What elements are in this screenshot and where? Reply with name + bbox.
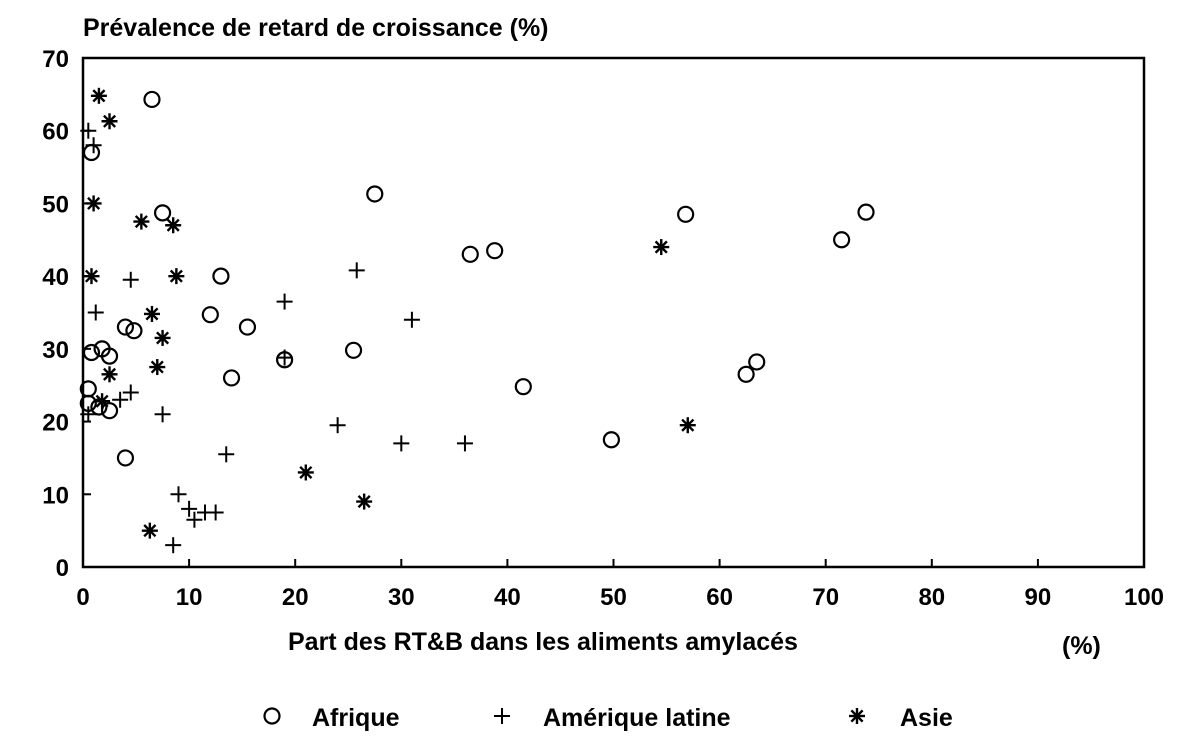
legend-marker xyxy=(494,708,510,724)
legend-marker xyxy=(849,708,865,724)
afrique-point xyxy=(857,203,875,221)
asie-point xyxy=(143,305,160,322)
x-tick-label: 40 xyxy=(494,584,521,611)
afrique-point xyxy=(222,369,241,387)
am-rique-latine-point xyxy=(85,137,102,154)
afrique-point xyxy=(82,343,101,362)
asie-point xyxy=(83,268,100,285)
afrique-point xyxy=(748,353,766,371)
am-rique-latine-point xyxy=(80,406,97,423)
afrique-point xyxy=(461,245,479,263)
afrique-point xyxy=(116,318,135,336)
y-tick-label: 20 xyxy=(42,410,69,437)
x-tick-label: 20 xyxy=(282,584,309,611)
afrique-point xyxy=(737,365,755,383)
asie-point xyxy=(154,329,171,346)
am-rique-latine-point xyxy=(80,122,97,139)
y-tick-label: 70 xyxy=(42,46,69,73)
am-rique-latine-point xyxy=(170,486,187,503)
am-rique-latine-point xyxy=(329,417,346,434)
afrique-point xyxy=(833,231,851,249)
afrique-point xyxy=(514,378,532,396)
afrique-point xyxy=(602,431,620,449)
legend-label: Asie xyxy=(900,704,953,732)
afrique-point xyxy=(82,143,101,162)
am-rique-latine-point xyxy=(276,293,293,310)
y-tick-label: 30 xyxy=(42,337,69,364)
x-axis-unit: (%) xyxy=(1062,632,1101,660)
afrique-point xyxy=(238,318,257,336)
x-tick-label: 50 xyxy=(600,584,627,611)
asie-point xyxy=(90,87,107,104)
afrique-point xyxy=(677,205,695,223)
asie-point xyxy=(85,195,102,212)
legend-label: Amérique latine xyxy=(543,704,731,732)
am-rique-latine-point xyxy=(186,511,203,528)
legend-marker xyxy=(263,707,281,725)
afrique-point xyxy=(125,322,143,340)
asie-point xyxy=(94,393,111,410)
am-rique-latine-point xyxy=(207,504,224,521)
y-tick-label: 10 xyxy=(42,482,69,509)
am-rique-latine-point xyxy=(165,537,182,554)
am-rique-latine-point xyxy=(122,271,139,288)
afrique-point xyxy=(100,347,119,365)
x-tick-label: 0 xyxy=(76,584,89,611)
am-rique-latine-point xyxy=(181,500,198,517)
asie-point xyxy=(297,464,314,481)
x-tick-label: 60 xyxy=(706,584,733,611)
am-rique-latine-point xyxy=(393,435,410,452)
legend: Afrique Amérique latine Asie xyxy=(263,704,953,732)
x-tick-label: 30 xyxy=(388,584,415,611)
plot-area-frame xyxy=(81,56,1146,569)
legend-item: Asie xyxy=(849,704,953,732)
am-rique-latine-point xyxy=(276,349,293,366)
y-tick-label: 60 xyxy=(42,119,69,146)
asie-point xyxy=(679,417,696,434)
am-rique-latine-point xyxy=(112,391,129,408)
am-rique-latine-point xyxy=(218,446,235,463)
legend-label: Afrique xyxy=(312,704,400,732)
am-rique-latine-point xyxy=(154,406,171,423)
x-axis-title: Part des RT&B dans les aliments amylacés xyxy=(288,628,798,656)
data-points xyxy=(79,87,875,554)
asie-point xyxy=(141,522,158,539)
y-tick-label: 50 xyxy=(42,191,69,218)
am-rique-latine-point xyxy=(87,304,104,321)
y-tick-label: 0 xyxy=(56,555,69,582)
legend-item: Amérique latine xyxy=(494,704,731,732)
asie-point xyxy=(165,217,182,234)
asie-point xyxy=(653,239,670,256)
asie-point xyxy=(149,359,166,376)
chart-title: Prévalence de retard de croissance (%) xyxy=(83,14,549,42)
asie-point xyxy=(168,268,185,285)
x-tick-label: 80 xyxy=(918,584,945,611)
afrique-point xyxy=(212,267,230,285)
am-rique-latine-point xyxy=(122,384,139,401)
x-tick-label: 100 xyxy=(1124,584,1164,611)
afrique-point xyxy=(344,341,363,359)
afrique-point xyxy=(486,242,504,260)
asie-point xyxy=(101,366,118,383)
afrique-point xyxy=(116,449,135,467)
x-axis: 0 10 20 30 40 50 60 70 80 90 100 xyxy=(76,559,1164,611)
am-rique-latine-point xyxy=(403,311,420,328)
asie-point xyxy=(133,213,150,230)
am-rique-latine-point xyxy=(456,435,473,452)
asie-point xyxy=(101,113,118,130)
y-tick-label: 40 xyxy=(42,264,69,291)
afrique-point xyxy=(201,306,219,324)
afrique-point xyxy=(366,185,384,203)
x-tick-label: 70 xyxy=(812,584,839,611)
asie-point xyxy=(356,493,373,510)
afrique-point xyxy=(100,402,119,420)
am-rique-latine-point xyxy=(348,262,365,279)
x-tick-label: 90 xyxy=(1025,584,1052,611)
afrique-point xyxy=(153,204,172,222)
legend-item: Afrique xyxy=(263,704,400,732)
x-tick-label: 10 xyxy=(176,584,203,611)
afrique-point xyxy=(143,90,161,109)
